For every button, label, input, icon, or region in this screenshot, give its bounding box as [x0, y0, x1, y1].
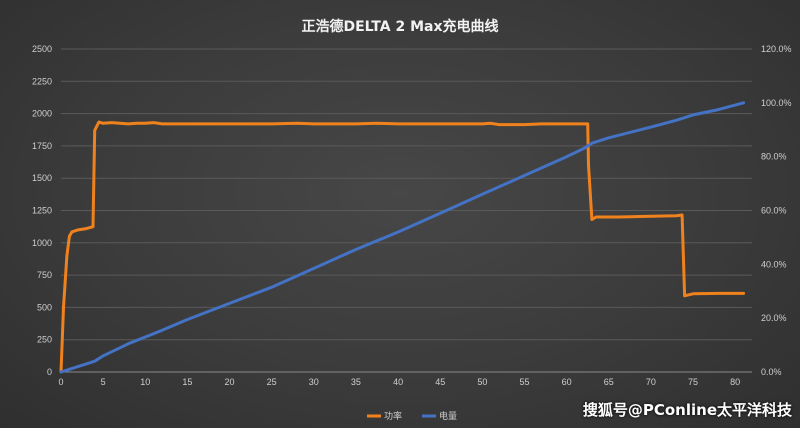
y-tick-label: 2250: [32, 76, 52, 86]
x-tick-label: 10: [140, 377, 150, 387]
x-tick-label: 75: [688, 377, 698, 387]
y2-tick-label: 60.0%: [761, 206, 787, 216]
x-tick-label: 70: [646, 377, 656, 387]
y-tick-label: 0: [47, 367, 52, 377]
y2-tick-label: 100.0%: [761, 98, 792, 108]
legend-label: 电量: [439, 410, 457, 421]
series-line-power: [59, 120, 746, 374]
x-tick-label: 30: [309, 377, 319, 387]
x-tick-label: 80: [730, 377, 740, 387]
y2-tick-label: 80.0%: [761, 152, 787, 162]
y-tick-label: 500: [37, 302, 52, 312]
y2-tick-label: 0.0%: [761, 367, 782, 377]
x-axis: 0 5 10 15 20 25 30 35 40 45 50 55 60 65 70 75 80: [58, 377, 740, 387]
x-tick-label: 15: [182, 377, 192, 387]
y-axis-left: 0 250 500 750 1000 1250 1500 1750 2000 2250 2500: [32, 44, 52, 377]
x-tick-label: 60: [562, 377, 572, 387]
y2-tick-label: 20.0%: [761, 313, 787, 323]
x-tick-label: 35: [351, 377, 361, 387]
watermark-text: 搜狐号@PConline太平洋科技: [582, 401, 792, 419]
series-lines: [59, 101, 746, 374]
chart-title: 正浩德DELTA 2 Max充电曲线: [302, 18, 499, 35]
x-tick-label: 25: [267, 377, 277, 387]
legend-label: 功率: [384, 410, 402, 421]
y2-tick-label: 40.0%: [761, 259, 787, 269]
x-tick-label: 55: [519, 377, 529, 387]
x-tick-label: 65: [604, 377, 614, 387]
y-tick-label: 1000: [32, 238, 52, 248]
y2-tick-label: 120.0%: [761, 44, 792, 54]
y-tick-label: 2500: [32, 44, 52, 54]
y-tick-label: 1750: [32, 141, 52, 151]
y-tick-label: 1250: [32, 206, 52, 216]
x-tick-label: 50: [477, 377, 487, 387]
legend: 功率 电量: [367, 410, 457, 421]
x-tick-label: 40: [393, 377, 403, 387]
y-tick-label: 750: [37, 270, 52, 280]
x-tick-label: 45: [435, 377, 445, 387]
x-tick-label: 5: [101, 377, 106, 387]
y-tick-label: 2000: [32, 109, 52, 119]
y-tick-label: 250: [37, 335, 52, 345]
grid-lines: [61, 48, 752, 373]
x-tick-label: 0: [58, 377, 63, 387]
y-tick-label: 1500: [32, 173, 52, 183]
y-axis-right: 0.0% 20.0% 40.0% 60.0% 80.0% 100.0% 120.0%: [761, 44, 792, 377]
series-line-battery: [59, 101, 746, 374]
x-tick-label: 20: [225, 377, 235, 387]
